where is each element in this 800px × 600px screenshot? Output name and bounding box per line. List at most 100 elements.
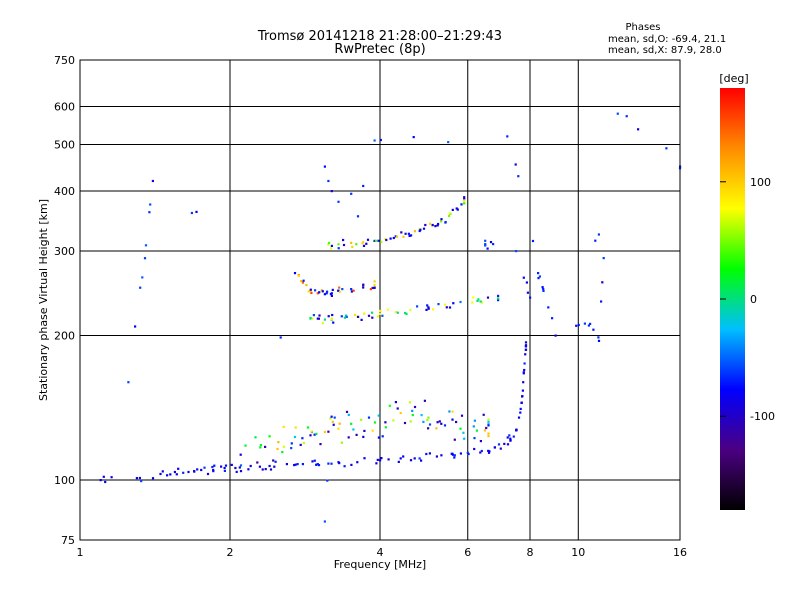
data-point: [330, 292, 333, 295]
data-point: [102, 475, 105, 478]
data-point: [479, 440, 482, 443]
data-point: [392, 236, 395, 240]
data-point: [309, 316, 312, 320]
data-point: [637, 128, 640, 131]
data-point: [451, 208, 454, 211]
data-point: [239, 464, 243, 467]
data-point: [665, 147, 668, 150]
data-point: [405, 312, 408, 315]
y-tick-label: 300: [54, 245, 75, 258]
data-point: [151, 477, 155, 480]
data-point: [547, 306, 550, 309]
data-point: [362, 286, 365, 289]
data-point: [340, 315, 343, 318]
data-point: [212, 470, 215, 473]
data-point: [447, 141, 450, 144]
data-point: [318, 314, 321, 317]
data-point: [440, 422, 443, 425]
data-point: [427, 306, 430, 309]
data-point: [487, 449, 490, 452]
data-point: [310, 291, 313, 295]
data-point: [330, 244, 333, 247]
data-point: [249, 464, 252, 468]
data-point: [316, 463, 319, 466]
data-point: [419, 228, 422, 231]
data-point: [290, 442, 293, 445]
data-point: [321, 290, 324, 293]
data-point: [327, 315, 330, 318]
data-point: [472, 425, 475, 428]
data-point: [497, 299, 500, 302]
data-point: [330, 190, 333, 193]
data-point: [462, 431, 465, 434]
data-point: [294, 463, 297, 466]
data-point: [473, 437, 476, 440]
data-point: [127, 381, 130, 384]
data-point: [394, 401, 397, 404]
data-point: [330, 294, 333, 297]
data-point: [437, 303, 440, 306]
data-point: [290, 447, 293, 450]
data-point: [223, 469, 226, 472]
data-point: [362, 435, 365, 438]
data-point: [276, 447, 279, 451]
data-point: [453, 438, 456, 441]
data-point: [524, 341, 528, 344]
data-point: [235, 470, 238, 473]
data-point: [319, 443, 322, 446]
data-point: [443, 424, 447, 427]
data-point: [479, 300, 482, 303]
data-point: [477, 298, 480, 301]
data-point: [330, 247, 333, 250]
data-point: [206, 472, 210, 476]
data-point: [506, 443, 510, 446]
y-tick-label: 200: [54, 330, 75, 343]
data-point: [311, 460, 314, 463]
data-point: [110, 476, 113, 479]
data-point: [485, 426, 488, 430]
data-point: [357, 315, 360, 318]
data-point: [139, 286, 142, 289]
x-axis-label: Frequency [MHz]: [334, 558, 426, 571]
data-point: [473, 447, 476, 451]
data-point: [373, 421, 377, 424]
data-point: [277, 441, 280, 444]
data-point: [379, 312, 382, 315]
data-point: [459, 300, 462, 304]
data-point: [99, 479, 102, 482]
data-point: [377, 315, 380, 318]
data-point: [407, 232, 410, 235]
data-point: [575, 324, 578, 327]
data-point: [484, 239, 487, 242]
data-point: [384, 426, 387, 429]
data-point: [392, 419, 395, 422]
data-point: [435, 455, 438, 458]
data-point: [281, 451, 284, 454]
data-point: [337, 200, 340, 203]
data-point: [377, 414, 380, 417]
data-point: [537, 277, 540, 280]
data-point: [350, 463, 353, 466]
data-point: [377, 239, 380, 242]
data-point: [135, 477, 138, 480]
data-point: [379, 138, 382, 142]
data-point: [366, 238, 370, 241]
data-point: [337, 427, 340, 430]
data-point: [483, 429, 487, 432]
data-point: [380, 240, 383, 243]
data-point: [190, 211, 193, 215]
data-point: [402, 455, 405, 458]
data-point: [525, 281, 528, 284]
data-point: [282, 445, 285, 448]
data-point: [426, 418, 429, 422]
data-point: [323, 165, 326, 168]
data-point: [343, 465, 346, 468]
data-point: [350, 192, 353, 195]
x-tick-label: 8: [527, 546, 534, 559]
data-point: [429, 222, 432, 225]
data-point: [182, 471, 185, 474]
data-point: [523, 362, 526, 365]
x-tick-label: 4: [377, 546, 384, 559]
data-point: [503, 442, 506, 445]
data-point: [273, 465, 276, 468]
